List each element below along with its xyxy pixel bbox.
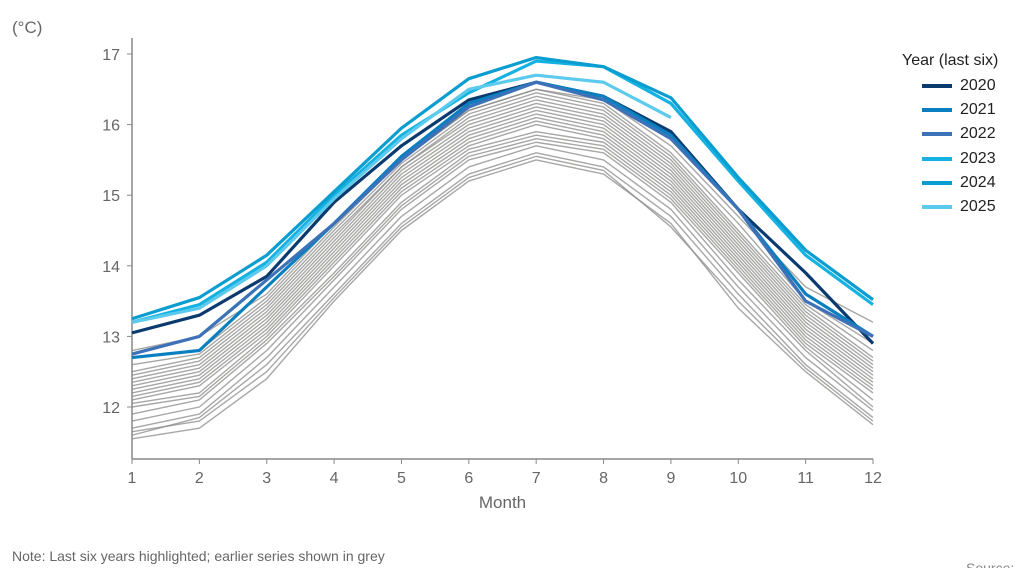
grey-series-line: [131, 123, 874, 401]
y-axis-unit-label: (°C): [12, 18, 43, 37]
y-tick-label: 14: [102, 259, 120, 276]
y-tick-label: 16: [102, 118, 120, 135]
legend-label: 2025: [960, 198, 996, 216]
x-tick-label: 4: [330, 470, 339, 487]
grey-series-line: [131, 134, 874, 408]
grey-series-line: [131, 116, 874, 394]
x-axis-title: Month: [479, 493, 526, 512]
x-tick-label: 6: [464, 470, 473, 487]
grey-series-line: [131, 141, 874, 422]
series-line-2022: [131, 80, 874, 356]
legend-swatch: [922, 108, 952, 113]
legend-label: 2023: [960, 149, 996, 167]
grey-series-line: [131, 155, 874, 433]
legend-swatch: [922, 132, 952, 137]
x-tick-label: 5: [397, 470, 406, 487]
grey-series-line: [131, 95, 874, 373]
legend-swatch: [922, 205, 952, 210]
x-tick-label: 3: [262, 470, 271, 487]
legend-label: 2021: [960, 101, 996, 119]
legend-title: Year (last six): [902, 52, 999, 69]
legend-item-2023: 2023: [902, 147, 998, 171]
x-tick-label: 1: [128, 470, 137, 487]
legend: Year (last six) 2020 2021 2022 2023 2024 2025: [902, 52, 998, 219]
legend-item-2024: 2024: [902, 171, 998, 195]
y-tick-label: 13: [102, 329, 120, 346]
grey-series-line: [131, 88, 874, 352]
y-tick-label: 12: [102, 400, 120, 417]
legend-swatch: [922, 180, 952, 185]
legend-item-2022: 2022: [902, 122, 998, 146]
grey-series-line: [131, 106, 874, 383]
grey-series-line: [131, 159, 874, 440]
y-tick-label: 15: [102, 188, 120, 205]
x-tick-label: 8: [599, 470, 608, 487]
legend-item-2020: 2020: [902, 74, 998, 98]
grey-series-line: [131, 92, 874, 366]
series-line-2023: [131, 59, 874, 324]
x-tick-label: 10: [729, 470, 747, 487]
grey-series-line: [131, 102, 874, 380]
grey-series-line: [131, 109, 874, 387]
grey-series-line: [131, 88, 874, 359]
y-tick-label: 17: [102, 47, 120, 64]
grey-series-line: [131, 152, 874, 436]
x-tick-label: 12: [864, 470, 882, 487]
x-tick-label: 11: [797, 470, 814, 487]
legend-label: 2022: [960, 125, 996, 143]
grey-series-line: [131, 138, 874, 415]
legend-swatch: [922, 156, 952, 161]
series-line-2024: [131, 55, 874, 321]
series-line-2020: [131, 80, 875, 345]
grey-series-line: [131, 113, 874, 391]
footnote: Note: Last six years highlighted; earlie…: [12, 548, 385, 564]
grey-series-line: [131, 120, 874, 398]
source-label: Source:: [966, 560, 1015, 568]
series-line-2025: [131, 73, 672, 324]
legend-swatch: [922, 84, 952, 89]
legend-label: 2024: [960, 173, 996, 191]
x-tick-label: 7: [532, 470, 541, 487]
legend-item-2025: 2025: [902, 195, 998, 219]
grey-series-line: [131, 145, 874, 429]
x-tick-label: 9: [666, 470, 675, 487]
grey-series-line: [131, 99, 874, 376]
legend-label: 2020: [960, 77, 996, 95]
legend-item-2021: 2021: [902, 98, 998, 122]
grey-series-line: [131, 130, 874, 405]
x-tick-label: 2: [195, 470, 204, 487]
